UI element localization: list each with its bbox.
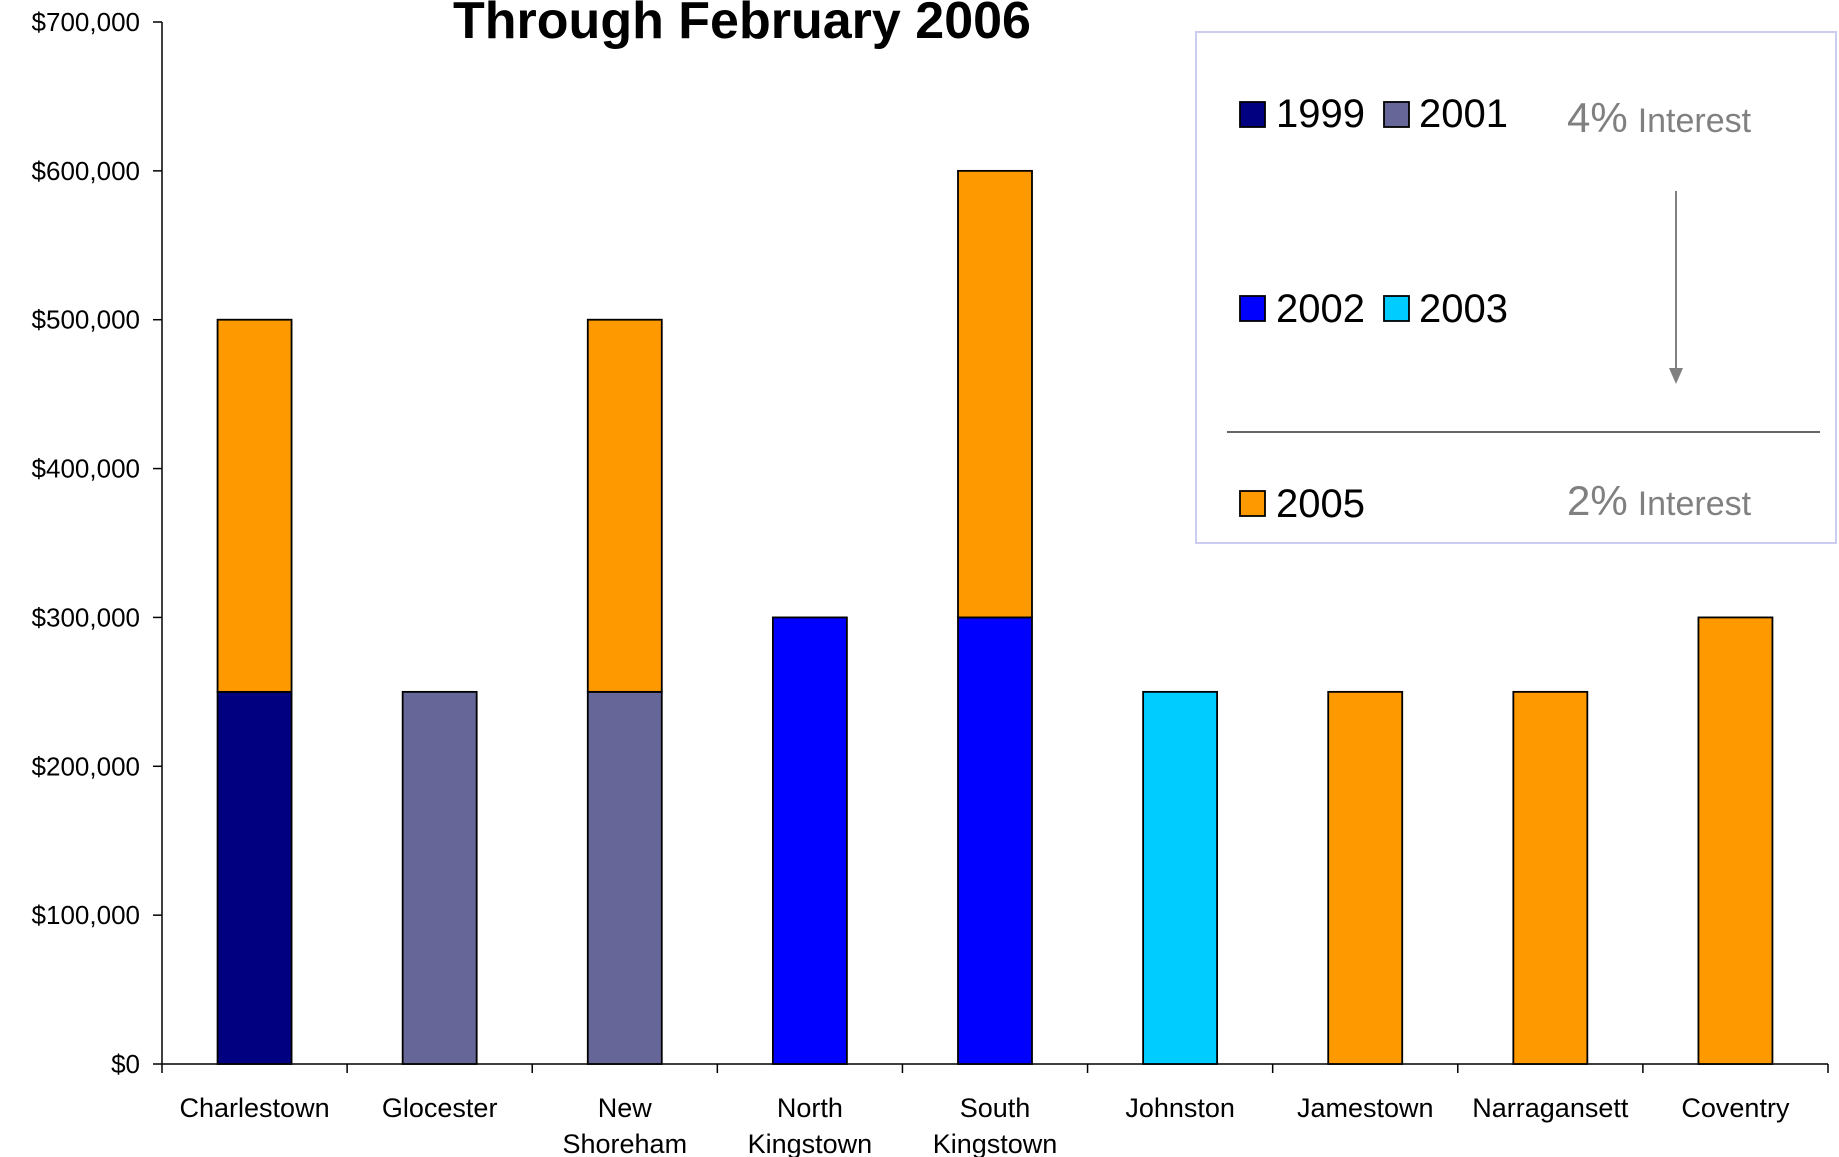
x-category-label: New <box>598 1093 653 1123</box>
bar-segment-2005 <box>1697 616 1774 1065</box>
y-tick-label: $500,000 <box>32 305 140 335</box>
bar-segment-2002 <box>957 616 1033 1065</box>
bar-segment-2005 <box>957 169 1033 619</box>
legend-label-1999: 1999 <box>1276 92 1365 136</box>
chart-title: Through February 2006 <box>453 0 1031 50</box>
y-tick-label: $100,000 <box>32 900 140 930</box>
legend-swatch-2005 <box>1239 490 1266 517</box>
y-tick-label: $700,000 <box>32 7 140 37</box>
y-tick-label: $400,000 <box>32 454 140 484</box>
y-tick-label: $200,000 <box>32 751 140 781</box>
legend-label-2005: 2005 <box>1276 482 1365 526</box>
legend-swatch-2003 <box>1383 295 1410 322</box>
x-category-label: South <box>960 1093 1031 1123</box>
legend-label-2002: 2002 <box>1276 287 1365 331</box>
legend-bottom-rate: 2% Interest <box>1567 477 1752 524</box>
legend-swatch-1999 <box>1239 101 1266 128</box>
legend: 1999 2001 2002 2003 2005 4% Interest 2% Interest <box>1195 31 1837 544</box>
axes: $0 $100,000 $200,000 $300,000 $400,000 $500,0… <box>32 7 1829 1157</box>
y-tick-label: $300,000 <box>32 602 140 632</box>
x-category-label: Kingstown <box>933 1129 1058 1157</box>
legend-bottom-rate-number: 2% <box>1567 477 1628 524</box>
x-category-label: Johnston <box>1125 1093 1235 1123</box>
legend-top-rate: 4% Interest <box>1567 94 1752 141</box>
x-category-label: Jamestown <box>1297 1093 1434 1123</box>
x-category-label: Glocester <box>382 1093 498 1123</box>
legend-swatch-2002 <box>1239 295 1266 322</box>
x-category-label: Narragansett <box>1472 1093 1629 1123</box>
legend-down-arrow-head <box>1669 368 1683 384</box>
legend-bottom-rate-word: Interest <box>1638 485 1752 523</box>
bar-segment-2003 <box>1142 690 1219 1065</box>
legend-label-2003: 2003 <box>1419 287 1508 331</box>
legend-box <box>1195 31 1837 544</box>
x-category-label: Charlestown <box>180 1093 330 1123</box>
bar-segment-2001 <box>586 690 663 1065</box>
x-category-label: Coventry <box>1681 1093 1790 1123</box>
bar-segment-2005 <box>1512 690 1589 1065</box>
legend-swatch-2001 <box>1383 101 1410 128</box>
bar-segment-2005 <box>216 318 293 693</box>
legend-top-rate-word: Interest <box>1638 102 1752 140</box>
bar-segment-2005 <box>586 318 663 693</box>
x-category-label: North <box>777 1093 843 1123</box>
bar-segment-2001 <box>401 690 478 1065</box>
x-category-label: Shoreham <box>562 1129 687 1157</box>
bar-segment-2002 <box>771 616 848 1065</box>
bar-segment-1999 <box>216 690 293 1065</box>
y-tick-label: $0 <box>111 1049 140 1079</box>
legend-top-rate-number: 4% <box>1567 94 1628 141</box>
bars <box>216 169 1774 1065</box>
bar-segment-2005 <box>1327 690 1404 1065</box>
legend-label-2001: 2001 <box>1419 92 1508 136</box>
x-category-label: Kingstown <box>748 1129 873 1157</box>
y-tick-label: $600,000 <box>32 156 140 186</box>
